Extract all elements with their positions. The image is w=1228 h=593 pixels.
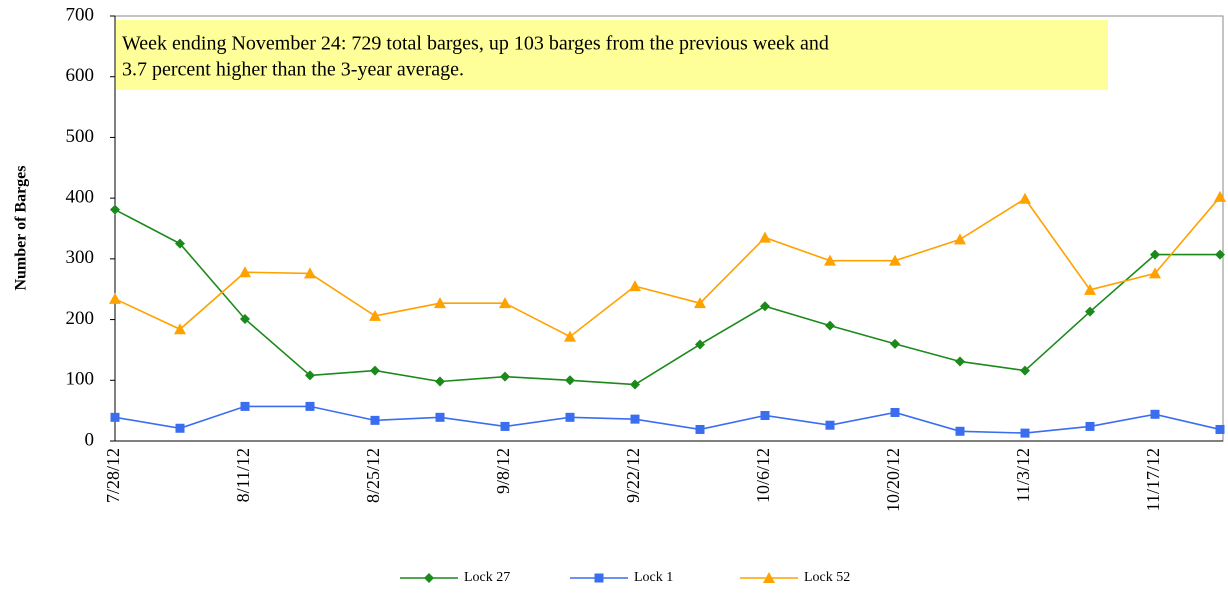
x-tick-label: 7/28/12 — [103, 448, 123, 503]
legend-label: Lock 52 — [804, 570, 850, 585]
data-point — [890, 338, 900, 349]
data-point — [1149, 267, 1161, 279]
data-point — [499, 297, 511, 309]
data-point — [370, 365, 380, 376]
data-point — [955, 356, 965, 367]
legend-label: Lock 27 — [464, 570, 510, 585]
data-point — [954, 233, 966, 245]
data-point — [889, 254, 901, 266]
data-point — [825, 420, 835, 430]
data-point — [500, 421, 510, 431]
data-point — [629, 280, 641, 292]
data-point — [1150, 249, 1160, 260]
y-axis-label: Number of Barges — [13, 165, 30, 290]
legend-marker — [594, 573, 604, 583]
data-point — [1150, 409, 1160, 419]
y-tick-label: 100 — [66, 369, 95, 390]
data-point — [240, 313, 250, 324]
data-point — [1085, 421, 1095, 431]
data-point — [174, 323, 186, 335]
y-tick-label: 0 — [85, 429, 95, 450]
series-line — [114, 196, 1221, 338]
x-tick-label: 10/6/12 — [753, 448, 773, 503]
data-point — [109, 292, 121, 304]
y-tick-label: 600 — [66, 65, 95, 86]
x-tick-label: 9/22/12 — [623, 448, 643, 503]
x-tick-label: 11/3/12 — [1013, 448, 1033, 502]
data-point — [695, 424, 705, 434]
y-tick-label: 200 — [66, 308, 95, 329]
data-point — [110, 204, 120, 215]
annotation-box — [116, 20, 1108, 90]
legend-marker — [763, 572, 775, 583]
series-line — [114, 208, 1220, 386]
x-tick-label: 8/11/12 — [233, 448, 253, 502]
data-point — [1214, 190, 1226, 202]
data-point — [564, 330, 576, 342]
series-line — [114, 405, 1221, 434]
data-point — [694, 297, 706, 309]
data-point — [759, 231, 771, 243]
data-point — [630, 379, 640, 390]
y-tick-label: 300 — [66, 247, 95, 268]
data-point — [240, 401, 250, 411]
data-point — [110, 412, 120, 422]
data-point — [1020, 365, 1030, 376]
data-point — [370, 415, 380, 425]
data-point — [695, 339, 705, 350]
data-point — [1084, 283, 1096, 295]
data-point — [890, 407, 900, 417]
data-point — [434, 297, 446, 309]
x-tick-label: 11/17/12 — [1143, 448, 1163, 511]
data-point — [1019, 192, 1031, 204]
y-tick-label: 700 — [66, 4, 95, 25]
y-tick-label: 500 — [66, 126, 95, 147]
data-point — [175, 238, 185, 249]
data-point — [760, 411, 770, 420]
data-point — [630, 414, 640, 424]
legend-label: Lock 1 — [634, 570, 673, 585]
data-point — [1215, 424, 1225, 434]
x-tick-label: 10/20/12 — [883, 448, 903, 512]
data-point — [760, 301, 770, 312]
data-point — [305, 401, 315, 411]
data-point — [1085, 306, 1095, 317]
data-point — [175, 423, 185, 433]
x-tick-label: 8/25/12 — [363, 448, 383, 503]
data-point — [824, 254, 836, 266]
data-point — [500, 371, 510, 382]
annotation-text: Week ending November 24: 729 total barge… — [122, 33, 829, 55]
data-point — [239, 266, 251, 278]
y-tick-label: 400 — [66, 187, 95, 208]
data-point — [435, 376, 445, 387]
data-point — [369, 309, 381, 321]
data-point — [565, 375, 575, 386]
data-point — [304, 267, 316, 279]
data-point — [435, 412, 445, 422]
data-point — [1215, 249, 1225, 260]
data-point — [1020, 428, 1030, 438]
x-tick-label: 9/8/12 — [493, 448, 513, 494]
data-point — [305, 370, 315, 381]
annotation-text: 3.7 percent higher than the 3-year avera… — [122, 59, 464, 81]
data-point — [825, 320, 835, 331]
data-point — [955, 426, 965, 436]
data-point — [565, 412, 575, 422]
legend-marker — [424, 573, 434, 583]
